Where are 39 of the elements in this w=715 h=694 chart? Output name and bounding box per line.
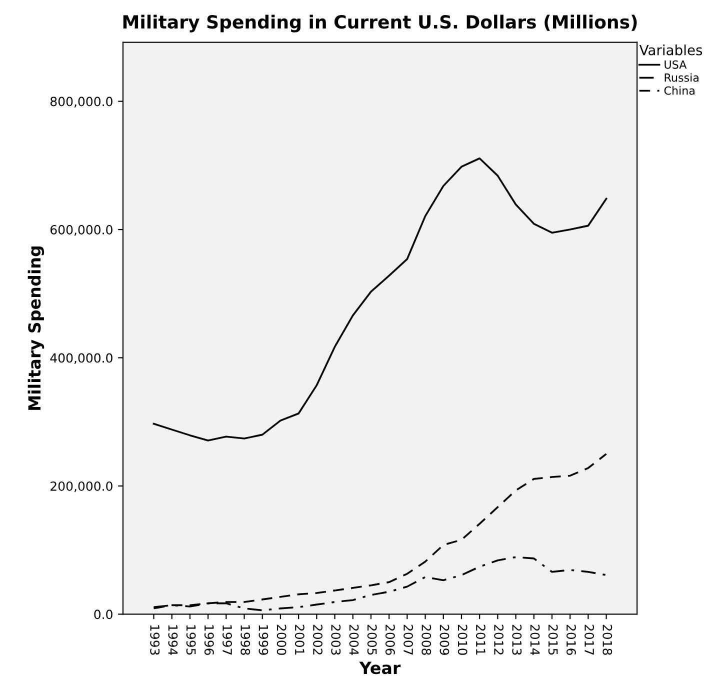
y-tick-label: 200,000.0 [50, 481, 112, 492]
x-tick-label: 2007 [404, 624, 414, 655]
x-tick-label: 2008 [422, 624, 432, 655]
x-tick-label: 2017 [584, 624, 594, 655]
x-tick-label: 2016 [566, 624, 576, 655]
x-tick-label: 1999 [258, 625, 268, 655]
y-tick-label: 0.0 [94, 610, 112, 620]
y-tick-label: 400,000.0 [50, 353, 112, 364]
x-tick-label: 1998 [240, 625, 250, 655]
y-axis-title: Military Spending [28, 246, 44, 410]
x-tick-label: 1995 [186, 625, 196, 655]
y-tick-label: 800,000.0 [50, 96, 112, 108]
y-tick-label: 600,000.0 [50, 225, 112, 236]
x-tick-label: 2004 [349, 624, 359, 656]
legend-title: Variables [639, 44, 702, 56]
x-tick-label: 1993 [150, 625, 160, 655]
legend-label: China [664, 86, 694, 95]
x-tick-label: 2001 [294, 624, 304, 655]
x-tick-label: 2009 [440, 624, 450, 655]
x-tick-label: 1994 [168, 625, 178, 656]
x-tick-label: 1997 [222, 625, 232, 655]
x-tick-label: 2000 [276, 624, 286, 655]
x-tick-label: 2010 [458, 624, 468, 655]
x-tick-label: 2015 [548, 624, 558, 655]
x-tick-label: 2005 [367, 624, 377, 655]
line-series [152, 157, 608, 442]
x-axis-title: Year [359, 662, 401, 674]
x-tick-label: 2012 [494, 624, 504, 654]
x-tick-label: 2011 [476, 624, 486, 655]
x-tick-label: 2013 [512, 624, 522, 655]
x-tick-label: 2018 [602, 624, 612, 655]
x-tick-label: 2006 [385, 624, 395, 655]
x-tick-label: 2003 [331, 624, 341, 655]
legend-label: Russia [664, 73, 698, 82]
x-tick-label: 2002 [313, 624, 322, 654]
legend-label: USA [664, 60, 687, 69]
chart-title: Military Spending in Current U.S. Dollars (Millions) [123, 14, 637, 32]
x-tick-label: 2014 [530, 624, 540, 656]
x-tick-label: 1996 [204, 625, 214, 655]
